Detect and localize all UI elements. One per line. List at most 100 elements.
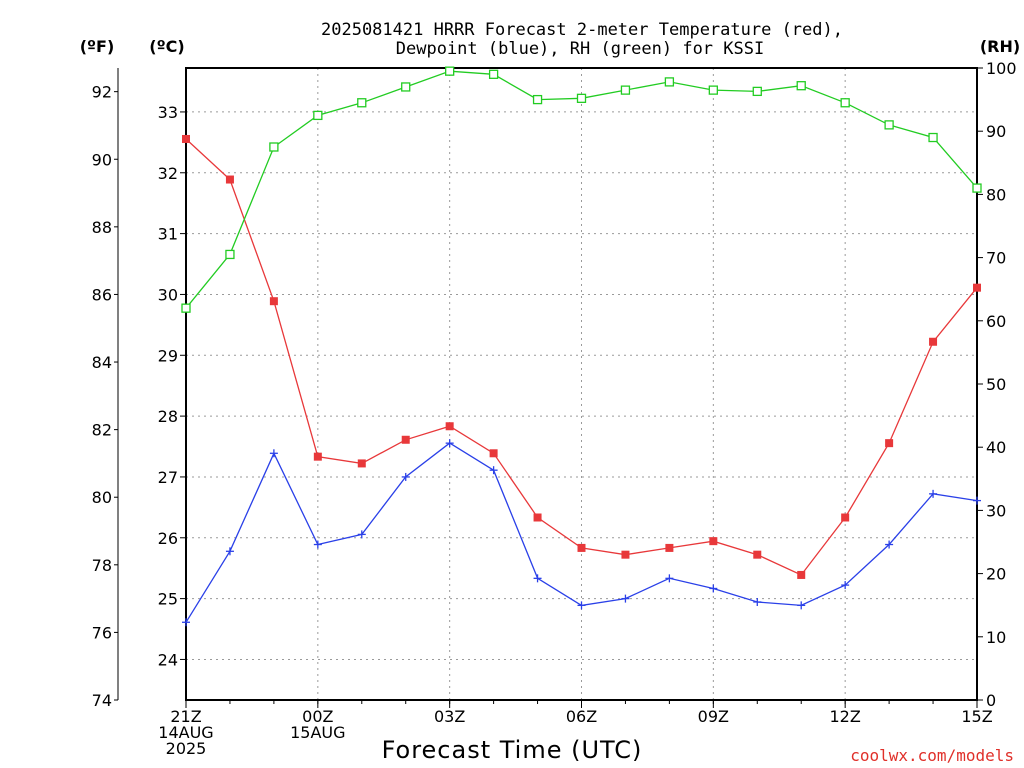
rh-point bbox=[796, 81, 806, 91]
fahrenheit-tick-label: 92 bbox=[92, 83, 112, 102]
dewpoint-point bbox=[929, 489, 938, 498]
dewpoint-point bbox=[533, 574, 542, 583]
rh-point bbox=[884, 120, 894, 130]
temperature-point bbox=[357, 459, 366, 468]
fahrenheit-tick-label: 84 bbox=[92, 353, 112, 372]
dewpoint-point bbox=[489, 466, 498, 475]
x-tick-label: 09Z bbox=[698, 707, 729, 726]
rh-point bbox=[664, 77, 675, 87]
x-axis-label: Forecast Time (UTC) bbox=[382, 736, 643, 764]
rh-point bbox=[972, 183, 982, 193]
fahrenheit-tick-label: 74 bbox=[92, 691, 112, 710]
temperature-point bbox=[445, 422, 454, 431]
temperature-point bbox=[489, 449, 498, 458]
celsius-unit-label: (ºC) bbox=[149, 37, 184, 56]
rh-tick-label: 50 bbox=[986, 375, 1006, 394]
rh-point bbox=[269, 142, 279, 152]
dewpoint-point bbox=[885, 540, 894, 549]
dewpoint-line bbox=[185, 442, 978, 623]
rh-point bbox=[225, 249, 235, 260]
temperature-point bbox=[401, 435, 410, 444]
fahrenheit-tick-label: 80 bbox=[92, 488, 112, 507]
fahrenheit-unit-label: (ºF) bbox=[80, 37, 115, 56]
dewpoint-point bbox=[973, 496, 981, 505]
dewpoint-point bbox=[269, 449, 278, 458]
series-lines bbox=[181, 66, 982, 627]
rh-point bbox=[620, 85, 631, 95]
x-tick-label: 2025 bbox=[166, 739, 207, 758]
temperature-point bbox=[225, 175, 234, 184]
rh-point bbox=[708, 85, 718, 95]
celsius-tick-label: 32 bbox=[158, 164, 178, 183]
fahrenheit-tick-label: 78 bbox=[92, 556, 112, 575]
rh-point bbox=[401, 82, 411, 92]
rh-tick-label: 0 bbox=[986, 691, 996, 710]
x-tick-label: 21Z bbox=[170, 707, 201, 726]
rh-point bbox=[357, 98, 367, 108]
tick-labels: 74 76 78 80 82 84 86 88 90 92 24 25 26 27 28 29 30 31 32 33… bbox=[92, 59, 1017, 758]
celsius-tick-label: 26 bbox=[158, 529, 178, 548]
temperature-point bbox=[269, 297, 278, 306]
temperature-point bbox=[533, 513, 542, 522]
temperature-point bbox=[885, 439, 894, 448]
celsius-tick-label: 27 bbox=[158, 468, 178, 487]
rh-tick-label: 60 bbox=[986, 312, 1006, 331]
rh-point bbox=[532, 94, 543, 105]
rh-tick-label: 10 bbox=[986, 628, 1006, 647]
celsius-tick-label: 28 bbox=[158, 407, 178, 426]
rh-tick-label: 90 bbox=[986, 122, 1006, 141]
dewpoint-point bbox=[841, 581, 850, 590]
temperature-point bbox=[973, 283, 981, 292]
fahrenheit-tick-label: 90 bbox=[92, 150, 112, 169]
dewpoint-point bbox=[313, 540, 322, 549]
dewpoint-point bbox=[577, 601, 586, 610]
temperature-point bbox=[313, 452, 322, 461]
rh-tick-label: 70 bbox=[986, 249, 1006, 268]
dewpoint-point bbox=[797, 601, 806, 610]
temperature-point bbox=[753, 550, 762, 559]
x-tick-label: 00Z bbox=[302, 707, 333, 726]
dewpoint-point bbox=[665, 574, 674, 583]
dewpoint-point bbox=[225, 547, 234, 556]
rh-point bbox=[488, 69, 499, 79]
credit-text: coolwx.com/models bbox=[850, 746, 1014, 765]
rh-tick-label: 20 bbox=[986, 565, 1006, 584]
rh-point bbox=[313, 110, 323, 121]
temperature-point bbox=[797, 570, 806, 579]
x-tick-label: 06Z bbox=[566, 707, 597, 726]
chart-title-line2: Dewpoint (blue), RH (green) for KSSI bbox=[396, 39, 764, 59]
x-tick-label: 14AUG bbox=[158, 723, 213, 742]
dewpoint-point bbox=[182, 618, 190, 627]
x-tick-label: 15AUG bbox=[290, 723, 345, 742]
dewpoint-point bbox=[753, 597, 762, 606]
rh-point bbox=[576, 93, 587, 103]
rh-unit-label: (RH) bbox=[980, 37, 1020, 56]
rh-point bbox=[840, 98, 850, 108]
rh-tick-label: 100 bbox=[986, 59, 1017, 78]
rh-tick-label: 80 bbox=[986, 185, 1006, 204]
rh-point bbox=[752, 86, 762, 97]
temperature-point bbox=[709, 537, 718, 546]
celsius-tick-label: 29 bbox=[158, 346, 178, 365]
x-tick-label: 12Z bbox=[830, 707, 861, 726]
x-tick-label: 03Z bbox=[434, 707, 465, 726]
celsius-tick-label: 30 bbox=[158, 285, 178, 304]
celsius-tick-label: 25 bbox=[158, 590, 178, 609]
fahrenheit-tick-label: 86 bbox=[92, 285, 112, 304]
temperature-point bbox=[665, 543, 674, 552]
dewpoint-point bbox=[357, 530, 366, 539]
celsius-tick-label: 24 bbox=[158, 650, 178, 669]
x-tick-label: 15Z bbox=[961, 707, 992, 726]
dewpoint-point bbox=[621, 594, 630, 603]
rh-tick-label: 40 bbox=[986, 438, 1006, 457]
celsius-tick-label: 31 bbox=[158, 225, 178, 244]
temperature-point bbox=[841, 513, 850, 522]
axes bbox=[114, 67, 983, 708]
fahrenheit-tick-label: 88 bbox=[92, 218, 112, 237]
rh-point bbox=[928, 132, 938, 143]
temperature-point bbox=[577, 543, 586, 552]
rh-point bbox=[181, 303, 191, 313]
rh-tick-label: 30 bbox=[986, 501, 1006, 520]
fahrenheit-tick-label: 76 bbox=[92, 623, 112, 642]
